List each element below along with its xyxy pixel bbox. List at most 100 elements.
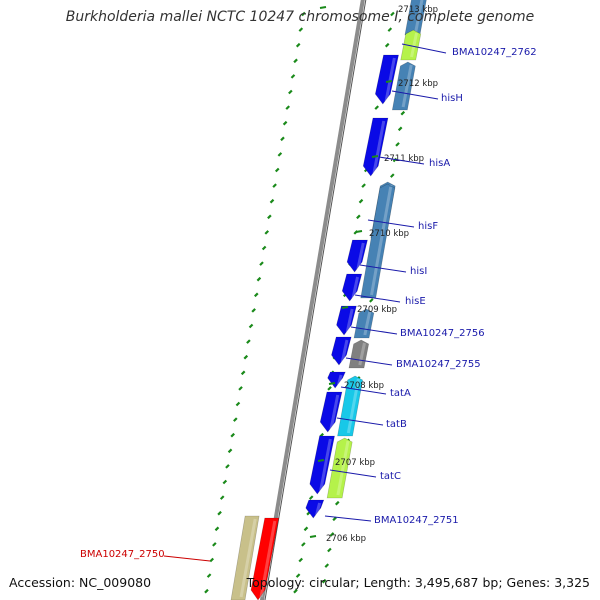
- gene-feature-shading: [356, 242, 365, 270]
- ruler-tick: [385, 80, 393, 83]
- ruler-tick: [328, 382, 336, 385]
- ruler-label: 2712 kbp: [398, 79, 438, 89]
- gene-label[interactable]: tatA: [390, 388, 411, 399]
- guide-ring-dot: [227, 448, 233, 454]
- gene-label-leader: [359, 264, 407, 273]
- gene-feature-shading: [315, 502, 322, 516]
- gene-feature-reverse[interactable]: [337, 375, 363, 437]
- gene-feature-forward[interactable]: [375, 54, 399, 105]
- gene-feature-shading: [414, 0, 424, 33]
- gene-feature-forward[interactable]: [305, 499, 325, 519]
- chromosome-backbone: [259, 0, 365, 600]
- guide-ring-dot: [219, 495, 225, 500]
- gene-label-leader: [350, 326, 398, 335]
- guide-ring-dot: [238, 386, 243, 391]
- gene-feature-reverse[interactable]: [326, 437, 353, 499]
- gene-feature-highlighted[interactable]: [250, 517, 280, 600]
- gene-feature-forward[interactable]: [362, 117, 389, 177]
- gene-label-leader: [401, 43, 447, 54]
- gene-label[interactable]: hisI: [410, 266, 427, 277]
- ruler-tick: [309, 535, 317, 538]
- gene-label[interactable]: BMA10247_2756: [400, 328, 485, 339]
- guide-ring-dot: [324, 563, 330, 568]
- guide-ring-dot: [334, 500, 340, 506]
- gene-label[interactable]: tatB: [386, 419, 407, 430]
- gene-feature-shading: [410, 32, 419, 58]
- guide-ring-dot: [240, 370, 246, 376]
- gene-feature-forward[interactable]: [336, 305, 357, 336]
- gene-label-leader: [367, 219, 415, 228]
- gene-label[interactable]: BMA10247_2762: [452, 47, 537, 58]
- guide-ring-dot: [274, 167, 280, 173]
- ruler-label: 2711 kbp: [384, 154, 424, 164]
- guide-ring-dot: [395, 142, 400, 147]
- guide-ring-dot: [230, 432, 235, 438]
- gene-label[interactable]: hisH: [441, 93, 463, 104]
- guide-ring-dot: [392, 157, 398, 163]
- guide-ring-dot: [327, 386, 332, 391]
- guide-ring-dot: [390, 11, 395, 17]
- gene-feature-reverse[interactable]: [400, 29, 422, 61]
- guide-ring-dot: [288, 89, 293, 95]
- guide-ring-dot: [290, 74, 296, 79]
- gene-label-leader: [336, 417, 384, 426]
- ruler-tick: [341, 306, 349, 309]
- gene-feature-forward[interactable]: [319, 391, 343, 433]
- guide-ring-dot: [246, 339, 251, 344]
- ruler-tick: [355, 230, 363, 233]
- map-title: Burkholderia mallei NCTC 10247 chromosom…: [65, 9, 535, 25]
- gene-feature-forward[interactable]: [327, 371, 346, 389]
- guide-ring-dot: [384, 42, 390, 48]
- guide-ring-dot: [259, 261, 264, 266]
- guide-ring-dot: [225, 464, 230, 469]
- gene-feature-forward[interactable]: [309, 435, 335, 495]
- gene-feature-reverse[interactable]: [360, 183, 396, 299]
- gene-feature-forward[interactable]: [341, 273, 363, 302]
- guide-ring-dot: [301, 542, 306, 547]
- guide-ring-dot: [264, 230, 270, 235]
- ruler-tick: [371, 155, 379, 158]
- gene-label[interactable]: BMA10247_2750: [80, 549, 165, 560]
- guide-ring-dot: [390, 173, 395, 178]
- ruler-tick: [317, 459, 325, 462]
- gene-feature-shading: [340, 339, 349, 363]
- guide-ring-dot: [272, 183, 277, 188]
- gene-feature-shading: [370, 186, 393, 296]
- gene-label-leader: [378, 156, 425, 165]
- gene-label[interactable]: hisF: [418, 221, 438, 232]
- guide-ring-dot: [248, 323, 254, 329]
- gene-label[interactable]: tatC: [380, 471, 401, 482]
- chromosome-backbone-edge: [264, 0, 367, 600]
- gene-feature-shading: [401, 64, 413, 108]
- guide-ring-dot: [301, 11, 306, 17]
- guide-ring-dot: [243, 354, 249, 360]
- gene-label[interactable]: BMA10247_2755: [396, 359, 481, 370]
- guide-ring-dot: [298, 27, 304, 32]
- guide-ring-dot: [332, 516, 337, 522]
- gene-feature-forward[interactable]: [331, 336, 352, 366]
- gene-feature-reverse[interactable]: [353, 308, 375, 339]
- guide-ring-dot: [361, 183, 366, 188]
- ruler-label: 2709 kbp: [357, 305, 397, 315]
- ruler-label: 2707 kbp: [335, 458, 375, 468]
- guide-ring-dot: [269, 198, 275, 204]
- guide-ring-dot: [298, 557, 303, 563]
- guide-ring-dot: [277, 152, 283, 157]
- guide-ring-dot: [303, 526, 309, 532]
- gene-feature-shading: [372, 120, 386, 174]
- gene-feature-reverse[interactable]: [391, 61, 416, 111]
- guide-ring-dot: [293, 58, 298, 64]
- gene-label[interactable]: BMA10247_2751: [374, 515, 459, 526]
- gene-feature-shading: [363, 311, 372, 336]
- guide-ring-dot: [295, 573, 301, 578]
- guide-ring-dot: [285, 105, 291, 110]
- guide-ring-dot: [206, 573, 212, 578]
- gene-label[interactable]: hisE: [405, 296, 426, 307]
- gene-feature-shading: [239, 518, 257, 598]
- gene-feature-forward[interactable]: [346, 239, 368, 273]
- gene-feature-outer[interactable]: [230, 515, 260, 600]
- guide-ring-dot: [233, 417, 238, 422]
- gene-label[interactable]: hisA: [429, 158, 450, 169]
- guide-ring-dot: [280, 136, 285, 142]
